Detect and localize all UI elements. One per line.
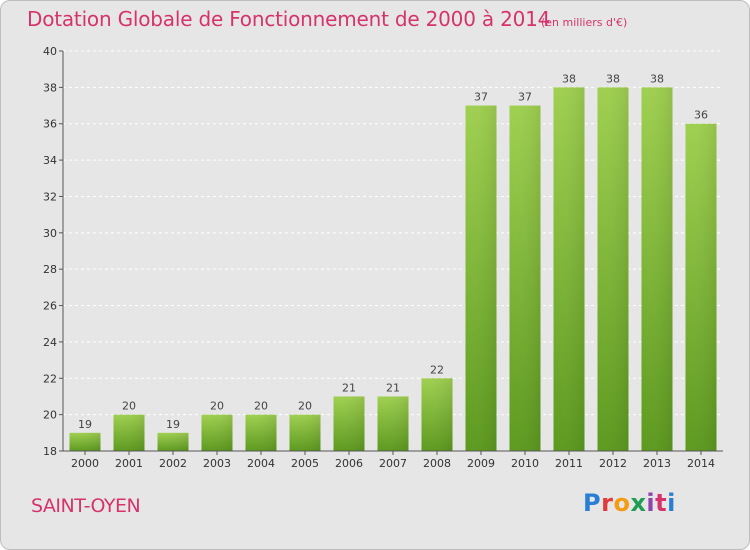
bar-value-label: 19 <box>166 418 180 431</box>
x-tick-label: 2012 <box>599 457 627 470</box>
bar-shade <box>377 396 409 451</box>
bar-shade <box>157 432 189 451</box>
bar-shade <box>333 396 365 451</box>
bar-shade <box>289 414 321 451</box>
x-tick-label: 2003 <box>203 457 231 470</box>
y-tick-label: 18 <box>43 445 57 458</box>
x-tick-label: 2002 <box>159 457 187 470</box>
x-tick-label: 2008 <box>423 457 451 470</box>
y-tick-label: 26 <box>43 300 57 313</box>
bar-shade <box>597 87 629 451</box>
bar-shade <box>465 105 497 451</box>
bar-shade <box>421 378 453 451</box>
bar-shade <box>69 432 101 451</box>
x-tick-label: 2013 <box>643 457 671 470</box>
x-tick-label: 2001 <box>115 457 143 470</box>
bar-value-label: 37 <box>474 91 488 104</box>
bar-value-label: 20 <box>298 400 312 413</box>
bar-value-label: 21 <box>386 381 400 394</box>
y-tick-label: 28 <box>43 263 57 276</box>
logo-letter: P <box>583 489 602 517</box>
y-tick-label: 38 <box>43 81 57 94</box>
logo-letter: r <box>601 489 614 517</box>
x-tick-label: 2004 <box>247 457 275 470</box>
chart-title: Dotation Globale de Fonctionnement de 20… <box>27 7 551 31</box>
logo-letter: o <box>613 489 631 517</box>
y-tick-label: 22 <box>43 372 57 385</box>
y-tick-label: 34 <box>43 154 57 167</box>
x-tick-label: 2010 <box>511 457 539 470</box>
logo-letter: i <box>646 489 656 517</box>
bar-value-label: 38 <box>562 72 576 85</box>
x-tick-label: 2011 <box>555 457 583 470</box>
y-tick-label: 32 <box>43 190 57 203</box>
x-tick-label: 2005 <box>291 457 319 470</box>
x-tick-label: 2007 <box>379 457 407 470</box>
bar-value-label: 19 <box>78 418 92 431</box>
bar-value-label: 36 <box>694 109 708 122</box>
bar-value-label: 38 <box>606 72 620 85</box>
x-tick-label: 2014 <box>687 457 715 470</box>
bar-value-label: 20 <box>122 400 136 413</box>
bar-shade <box>245 414 277 451</box>
bar-shade <box>201 414 233 451</box>
x-tick-label: 2006 <box>335 457 363 470</box>
y-tick-label: 36 <box>43 118 57 131</box>
bar-value-label: 38 <box>650 72 664 85</box>
y-tick-label: 24 <box>43 336 57 349</box>
chart-subtitle: (en milliers d'€) <box>541 16 628 29</box>
bar-value-label: 37 <box>518 91 532 104</box>
bar-value-label: 21 <box>342 381 356 394</box>
y-tick-label: 20 <box>43 409 57 422</box>
bar-value-label: 22 <box>430 363 444 376</box>
bar-shade <box>113 414 145 451</box>
y-tick-label: 30 <box>43 227 57 240</box>
y-tick-label: 40 <box>43 45 57 58</box>
bar-shade <box>641 87 673 451</box>
bar-shade <box>685 123 717 452</box>
bar-value-label: 20 <box>254 400 268 413</box>
logo-letter: x <box>630 489 647 517</box>
place-name: SAINT-OYEN <box>31 495 141 517</box>
bar-shade <box>509 105 541 451</box>
logo-letter: i <box>667 489 676 517</box>
bar-shade <box>553 87 585 451</box>
logo-letter: t <box>655 489 668 517</box>
bar-value-label: 20 <box>210 400 224 413</box>
x-tick-label: 2009 <box>467 457 495 470</box>
proxiti-logo: Proxiti <box>583 489 676 517</box>
x-tick-label: 2000 <box>71 457 99 470</box>
